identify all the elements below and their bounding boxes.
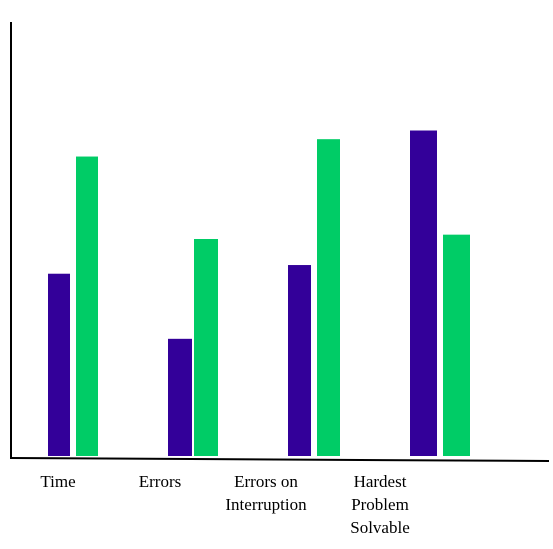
x-tick-label: Time <box>40 472 75 491</box>
bar-series2-cat4 <box>443 234 470 456</box>
x-tick-label: Errors <box>139 472 181 491</box>
bar-series2-cat2 <box>194 239 218 456</box>
x-tick-label-line: Time <box>40 472 75 491</box>
bars <box>48 130 470 457</box>
x-tick-label: Errors on Interruption <box>225 472 307 514</box>
bar-series2-cat1 <box>76 156 98 457</box>
bar-series1-cat1 <box>48 273 70 456</box>
bar-series2-cat3 <box>317 139 340 456</box>
x-tick-label-line: Errors <box>139 472 181 491</box>
category-labels: Time Errors Errors on Interruption Hardest Pr… <box>40 472 409 537</box>
x-tick-label-line: Interruption <box>225 495 307 514</box>
x-tick-label-line: Errors on <box>234 472 298 491</box>
bar-series1-cat4 <box>410 130 437 456</box>
bar-series1-cat3 <box>288 265 311 456</box>
x-tick-label-line: Problem <box>351 495 409 514</box>
x-tick-label-line: Hardest <box>354 472 407 491</box>
bar-series1-cat2 <box>168 338 192 456</box>
x-tick-label: Hardest Problem Solvable <box>350 472 410 537</box>
x-axis <box>9 457 550 462</box>
x-tick-label-line: Solvable <box>350 518 410 537</box>
